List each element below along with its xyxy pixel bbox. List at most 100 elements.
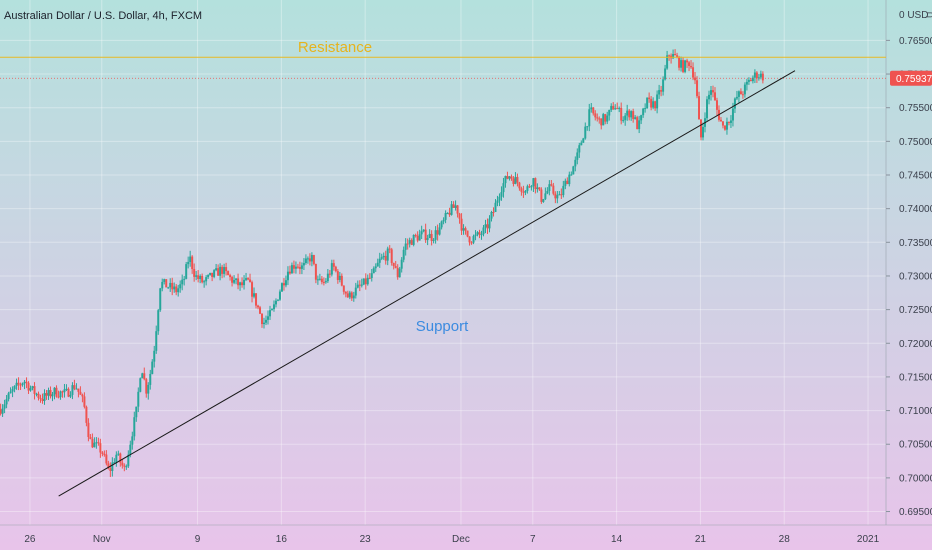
candle-body xyxy=(394,266,397,268)
candle-body xyxy=(470,242,473,244)
candle-body xyxy=(512,178,515,184)
candle-body xyxy=(304,258,307,263)
candle-body xyxy=(680,60,683,68)
candle-body xyxy=(540,189,543,202)
candle-body xyxy=(580,142,583,146)
candle-body xyxy=(320,278,323,283)
candle-body xyxy=(432,239,435,241)
candle-body xyxy=(622,119,625,121)
candle-body xyxy=(755,72,758,79)
candle-body xyxy=(183,278,186,280)
candle-body xyxy=(492,211,495,213)
candle-body xyxy=(739,91,742,95)
candle-body xyxy=(264,319,267,323)
last-price-value: 0.75937 xyxy=(896,74,932,85)
candle-body xyxy=(436,230,439,235)
candle-body xyxy=(452,204,455,208)
candle-body xyxy=(225,267,228,272)
candle-body xyxy=(478,232,481,235)
candle-body xyxy=(75,388,78,390)
candle-body xyxy=(486,224,489,229)
candle-body xyxy=(723,125,726,130)
candle-body xyxy=(745,81,748,85)
support-trendline[interactable] xyxy=(58,70,796,497)
candle-body xyxy=(398,268,401,278)
candle-body xyxy=(514,177,517,184)
candle-body xyxy=(255,293,258,306)
candle-body xyxy=(386,248,389,261)
candle-body xyxy=(266,316,269,320)
candle-body xyxy=(590,107,593,110)
candle-body xyxy=(217,268,220,276)
candle-body xyxy=(3,404,6,409)
candle-body xyxy=(472,236,475,243)
candle-body xyxy=(231,277,234,283)
candle-body xyxy=(624,115,627,120)
candle-body xyxy=(674,54,677,56)
candle-body xyxy=(213,270,216,277)
candle-body xyxy=(340,275,343,286)
candle-body xyxy=(484,224,487,228)
candle-body xyxy=(650,99,653,108)
candle-body xyxy=(696,80,699,97)
time-tick-label: 14 xyxy=(611,534,623,545)
candle-body xyxy=(719,119,722,122)
candle-body xyxy=(558,194,561,196)
candle-body xyxy=(412,234,415,245)
candle-body xyxy=(237,278,240,286)
candle-body xyxy=(702,126,705,138)
candle-body xyxy=(761,73,764,81)
candle-body xyxy=(596,117,599,119)
candle-body xyxy=(209,272,212,275)
candles xyxy=(0,49,764,478)
candle-body xyxy=(119,453,122,463)
candle-body xyxy=(203,281,206,283)
candle-body xyxy=(117,453,120,455)
candle-body xyxy=(245,278,248,280)
candle-body xyxy=(223,267,226,274)
time-tick-label: 23 xyxy=(360,534,372,545)
candle-body xyxy=(89,437,92,440)
candle-body xyxy=(468,236,471,243)
candle-body xyxy=(614,108,617,110)
time-axis[interactable]: 26 Nov 9 16 23 Dec 7 14 21 28 2021 xyxy=(24,534,879,545)
candle-body xyxy=(725,121,728,130)
candle-body xyxy=(610,105,613,110)
candle-body xyxy=(167,287,170,289)
candle-body xyxy=(292,265,295,269)
candle-body xyxy=(442,219,445,222)
price-axis[interactable]: 0.765000.760000.755000.750000.745000.740… xyxy=(886,36,932,518)
candle-body xyxy=(632,111,635,119)
candle-body xyxy=(109,468,112,471)
candle-body xyxy=(374,266,377,269)
candle-body xyxy=(350,292,353,299)
price-tick-label: 0.70000 xyxy=(899,473,932,484)
candle-body xyxy=(572,166,575,175)
candle-body xyxy=(556,195,559,199)
candle-body xyxy=(582,138,585,143)
candle-body xyxy=(257,305,260,308)
time-tick-label: 28 xyxy=(779,534,791,545)
candle-body xyxy=(584,126,587,139)
candle-body xyxy=(21,383,24,385)
candle-body xyxy=(546,190,549,194)
candle-body xyxy=(219,266,222,276)
candle-body xyxy=(500,192,503,197)
candle-body xyxy=(482,227,485,235)
candle-body xyxy=(272,304,275,310)
currency-menu-icon[interactable]: ⊃ xyxy=(926,10,932,21)
candle-body xyxy=(274,300,277,305)
candle-body xyxy=(322,282,325,284)
candle-body xyxy=(35,393,38,395)
candle-body xyxy=(454,205,457,208)
candle-body xyxy=(498,196,501,201)
candle-body xyxy=(175,286,178,293)
candle-body xyxy=(490,211,493,219)
candle-body xyxy=(296,266,299,268)
candle-body xyxy=(733,98,736,109)
price-tick-label: 0.74500 xyxy=(899,171,932,182)
candle-body xyxy=(721,121,724,126)
candle-body xyxy=(528,186,531,188)
candle-body xyxy=(123,465,126,467)
